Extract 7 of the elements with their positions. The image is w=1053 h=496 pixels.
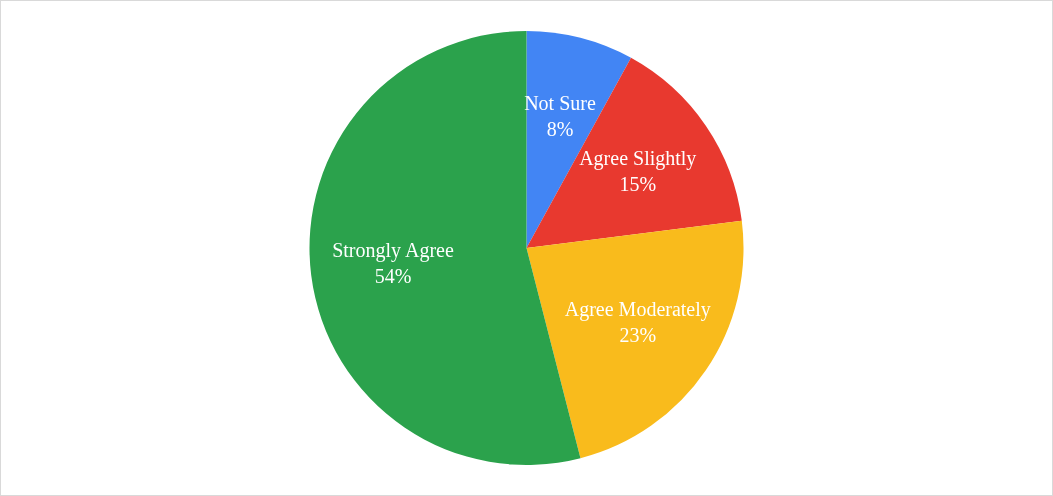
data-label: 15%: [619, 172, 657, 195]
slice-label: Agree Slightly: [579, 146, 697, 170]
data-label: 23%: [619, 323, 657, 346]
slice-label: Agree Moderately: [564, 297, 711, 321]
slice-label: Strongly Agree: [332, 239, 454, 263]
data-label: 8%: [546, 117, 574, 140]
data-label: 54%: [374, 265, 412, 288]
